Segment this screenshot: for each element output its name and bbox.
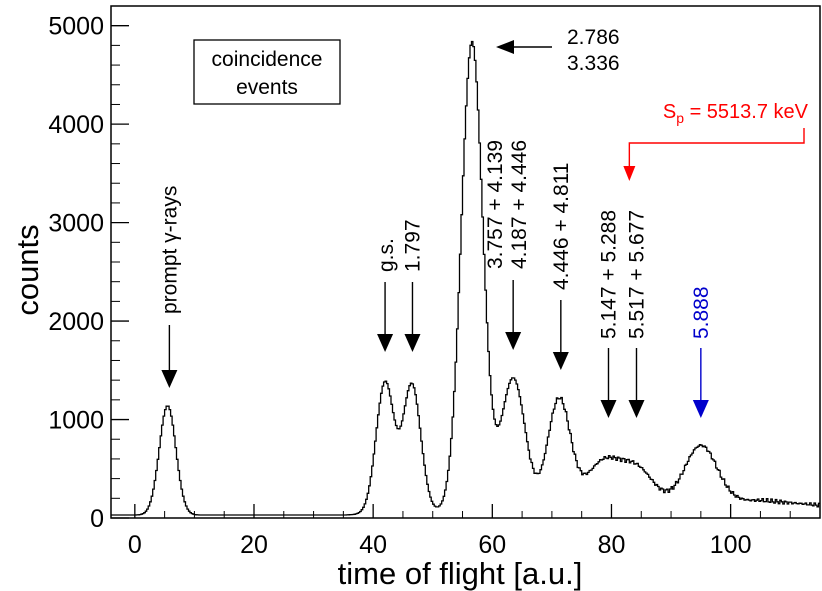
sp-label: Sp = 5513.7 keV [663,101,809,126]
y-axis-label: counts [10,224,45,315]
annotation-e4446-arrowhead [552,352,569,370]
spectrum-line [111,40,820,516]
annotation-prompt-arrowhead [161,370,178,388]
y-tick-label: 2000 [48,308,104,336]
annotation-e5517-label: 5.517 + 5.677 [625,210,648,339]
coincidence-box [193,39,341,105]
annotation-e5147-label: 5.147 + 5.288 [597,210,620,339]
sp-label-subscript: p [676,110,684,126]
annotation-e5147-arrowhead [600,400,617,418]
coincidence-box-line-1: coincidence [212,48,323,71]
x-tick-label: 60 [478,531,506,559]
x-tick-label: 20 [240,531,268,559]
annotation-e3757-line-2: 4.187 + 4.446 [508,140,531,269]
annotation-e1797-label: 1.797 [401,219,424,272]
x-tick-label: 100 [710,531,752,559]
y-tick-label: 4000 [48,111,104,139]
annotation-e3757-arrowhead [505,332,522,350]
x-tick-label: 0 [128,531,142,559]
annotation-e1797-arrowhead [404,334,421,352]
sp-label-main: S [663,101,676,123]
annotation-gs-arrowhead [377,334,394,352]
annotation-gs-label: g.s. [375,238,398,272]
annotation-2786-line-1: 2.786 [567,26,620,49]
peak-annotations: prompt γ-rays g.s. 1.797 3.757 + 4.139 4.187… [158,26,809,418]
annotation-e4446-label: 4.446 + 4.811 [550,163,573,290]
annotation-e3757-line-1: 3.757 + 4.139 [484,140,507,269]
x-tick-label: 80 [598,531,626,559]
plot-frame [110,5,821,519]
annotation-e5888-label: 5.888 [690,286,713,339]
y-tick-label: 5000 [48,13,104,41]
sp-arrowhead [623,166,636,181]
sp-label-rest: = 5513.7 keV [684,101,809,123]
e2786-arrowhead [496,40,514,54]
annotation-prompt-label: prompt γ-rays [158,186,181,314]
annotation-2786-line-2: 3.336 [567,52,620,75]
annotation-e5517-arrowhead [628,400,645,418]
sp-connector-line [628,128,805,168]
annotation-e5888-arrowhead [692,400,709,418]
x-axis-label: time of flight [a.u.] [338,556,583,591]
x-tick-label: 40 [359,531,387,559]
y-tick-label: 3000 [48,210,104,238]
y-tick-label: 0 [90,505,104,533]
coincidence-box-line-2: events [236,76,298,99]
y-tick-label: 1000 [48,407,104,435]
